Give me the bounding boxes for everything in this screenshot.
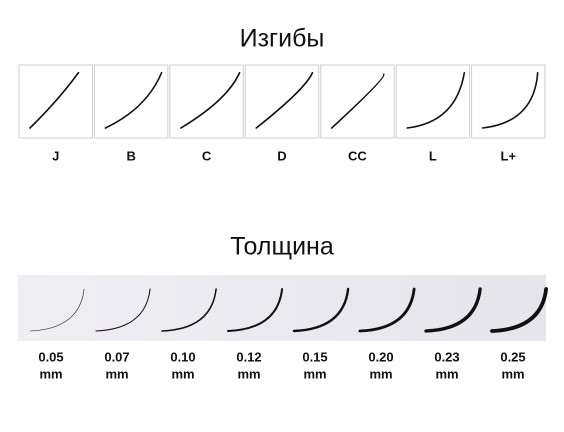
lash: [358, 287, 416, 333]
lash: [255, 71, 314, 129]
lash: [180, 71, 241, 129]
curl-label: J: [52, 148, 59, 163]
lash: [424, 287, 482, 333]
curl-label: B: [126, 148, 135, 163]
curl-label: C: [202, 148, 212, 163]
curl-box: [93, 64, 169, 139]
thickness-unit: mm: [39, 366, 62, 381]
lash: [104, 71, 163, 129]
thickness-unit: mm: [303, 366, 326, 381]
thickness-unit: mm: [435, 366, 458, 381]
lash: [95, 288, 151, 332]
lash: [292, 287, 350, 333]
curl-label: L+: [501, 148, 517, 163]
curl-box: [169, 64, 244, 139]
thickness-value: 0.15: [302, 349, 327, 364]
thickness-unit: mm: [171, 366, 194, 381]
lash: [227, 288, 284, 332]
thickness-value: 0.23: [434, 349, 459, 364]
thickness-value: 0.20: [368, 349, 393, 364]
thickness-value: 0.07: [104, 349, 129, 364]
thickness-unit: mm: [369, 366, 392, 381]
content: J B C D CC L L+ 0.05 mm 0.07 mm 0.10 mm 0.12 mm 0.15 mm 0…: [18, 64, 548, 381]
lash: [481, 71, 539, 129]
curls-title: Изгибы: [240, 25, 325, 53]
curl-box: [395, 64, 471, 139]
thickness-value: 0.12: [236, 349, 261, 364]
lash: [161, 288, 217, 332]
curl-label: CC: [348, 148, 367, 163]
thickness-unit: mm: [105, 366, 128, 381]
curl-box: [244, 64, 320, 139]
curl-label: L: [429, 148, 437, 163]
thickness-unit: mm: [501, 366, 524, 381]
curl-label: D: [277, 148, 286, 163]
lash: [330, 73, 385, 129]
thickness-title: Толщина: [230, 233, 334, 261]
lash: [490, 287, 548, 333]
lash: [406, 71, 466, 129]
curl-box: [471, 64, 546, 139]
lash: [29, 71, 80, 129]
thickness-value: 0.25: [500, 349, 525, 364]
lash: [29, 288, 85, 332]
thickness-value: 0.10: [170, 349, 195, 364]
thickness-unit: mm: [237, 366, 260, 381]
thickness-value: 0.05: [38, 349, 63, 364]
